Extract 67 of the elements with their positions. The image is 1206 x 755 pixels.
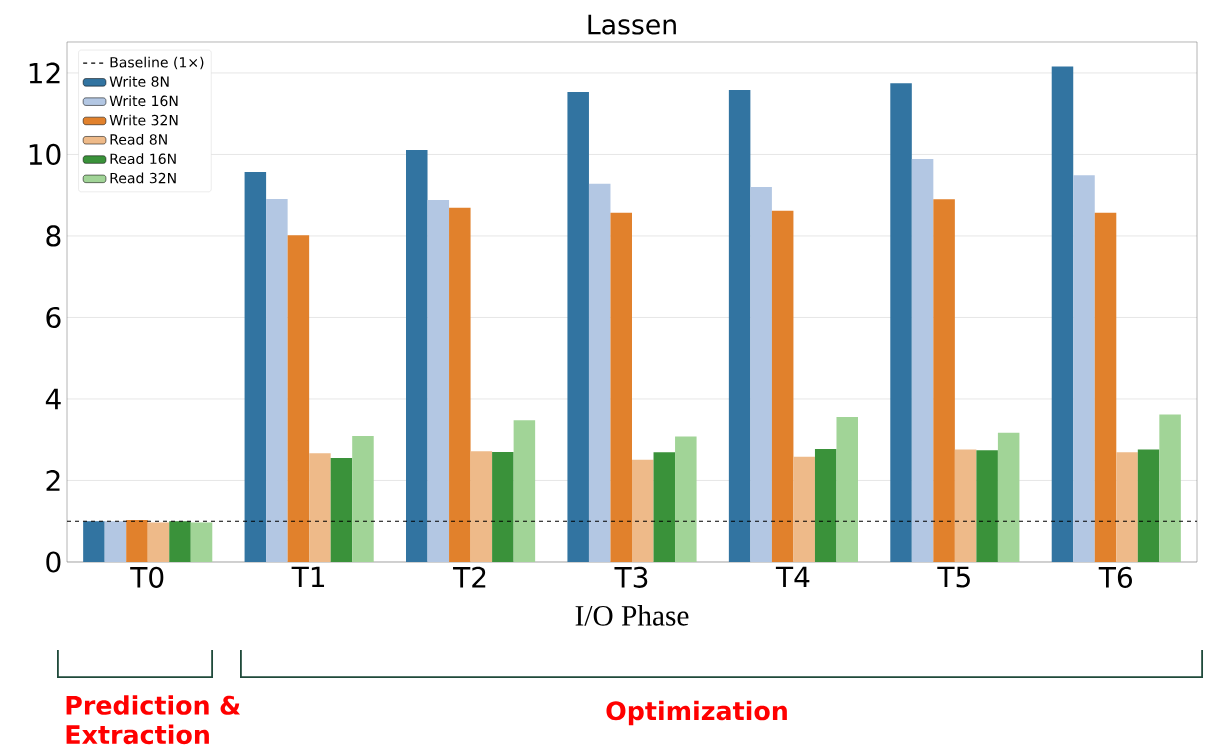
legend-label: Baseline (1×) <box>110 56 204 70</box>
bar <box>793 456 815 562</box>
bar <box>266 198 288 562</box>
x-tick-label: T1 <box>291 566 325 588</box>
bar <box>814 449 837 562</box>
legend-label: Read 8N <box>110 133 167 145</box>
bar <box>470 451 493 562</box>
bar <box>890 83 912 562</box>
y-tick-label: 4 <box>45 388 61 410</box>
y-tick-label: 2 <box>46 470 60 491</box>
bar <box>169 521 191 562</box>
bar <box>1137 449 1160 562</box>
x-tick-label: T2 <box>453 566 486 588</box>
y-tick-label: 6 <box>46 306 61 329</box>
bar <box>83 521 105 562</box>
bar <box>352 436 374 562</box>
bar <box>976 450 998 562</box>
x-tick-label: T4 <box>775 566 810 588</box>
bar <box>406 149 428 562</box>
x-tick-label: T0 <box>130 566 164 588</box>
bar <box>1051 66 1074 562</box>
bar <box>675 436 697 562</box>
text: Optimization <box>606 700 787 726</box>
y-tick-label: 10 <box>29 143 61 166</box>
bar <box>1159 414 1181 562</box>
bar <box>632 459 654 562</box>
bar <box>911 158 934 562</box>
bar <box>750 187 772 562</box>
legend-label: Write 16N <box>109 95 178 107</box>
y-tick-label: 12 <box>29 62 60 84</box>
bar <box>933 199 955 562</box>
bar <box>836 416 858 562</box>
text: Prediction & Extraction <box>66 695 241 745</box>
bar <box>771 210 794 562</box>
legend-label: Read 16N <box>110 153 176 165</box>
bar <box>492 451 514 562</box>
bar <box>147 522 170 562</box>
bar <box>567 92 589 562</box>
x-tick-label: T6 <box>1098 566 1132 588</box>
bar <box>126 520 148 562</box>
bar <box>449 207 471 562</box>
bar <box>330 458 353 562</box>
y-tick-label: 0 <box>46 551 61 573</box>
bar <box>104 521 127 562</box>
bar <box>997 432 1020 562</box>
bar <box>427 200 450 562</box>
x-tick-label: T5 <box>937 566 970 588</box>
bar <box>1094 212 1117 562</box>
bar <box>1073 175 1095 562</box>
bar <box>513 420 536 562</box>
bar <box>309 453 331 562</box>
chart-title: Lassen <box>588 14 676 35</box>
y-tick-label: 8 <box>46 225 61 247</box>
bar <box>1116 452 1138 562</box>
bar <box>588 183 611 562</box>
legend-label: Write 32N <box>109 114 178 126</box>
legend-label: Read 32N <box>110 172 176 184</box>
bar <box>244 171 267 562</box>
bar <box>954 449 977 562</box>
bar <box>287 235 310 562</box>
legend-label: Write 8N <box>109 76 169 87</box>
bar <box>190 522 213 562</box>
bar <box>653 452 676 562</box>
bar <box>610 212 632 562</box>
x-tick-label: T3 <box>614 566 648 588</box>
bar <box>728 90 751 562</box>
x-axis-title: I/O Phase <box>575 605 689 626</box>
